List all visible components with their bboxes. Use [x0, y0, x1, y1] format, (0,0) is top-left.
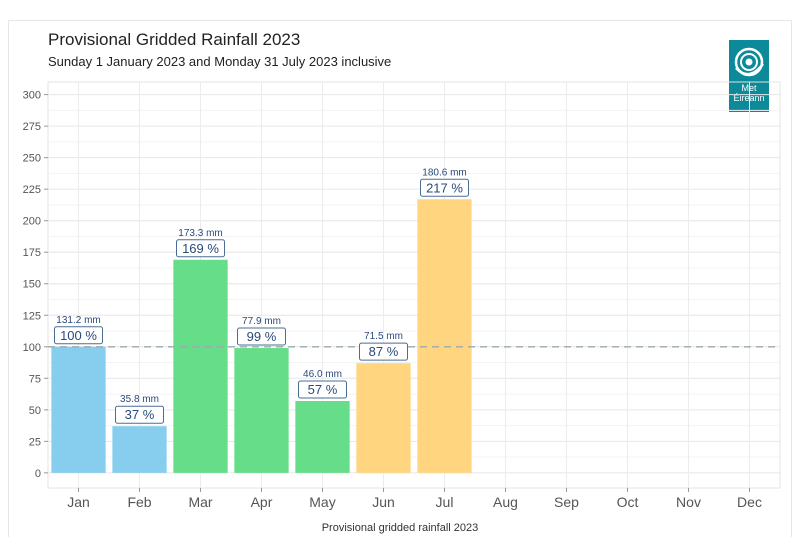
x-tick-label: Mar: [188, 494, 212, 510]
rainfall-mm-label: 173.3 mm: [178, 228, 222, 239]
percent-label: 37 %: [125, 407, 155, 422]
y-tick-label: 275: [23, 121, 41, 133]
percent-label-box: [176, 239, 225, 258]
rainfall-mm-label: 46.0 mm: [303, 369, 342, 380]
x-tick-label: Dec: [737, 494, 762, 510]
percent-label-box: [359, 342, 408, 361]
percent-label-box: [298, 380, 347, 399]
y-tick-label: 50: [29, 405, 41, 417]
bar-feb: [112, 426, 167, 473]
percent-label: 87 %: [369, 344, 399, 359]
y-tick-label: 300: [23, 90, 41, 102]
x-tick-label: Nov: [676, 494, 701, 510]
bar-may: [295, 401, 350, 473]
swirl-icon: [734, 47, 764, 77]
x-tick-label: Jul: [436, 494, 454, 510]
y-tick-label: 250: [23, 153, 41, 165]
x-tick-label: Sep: [554, 494, 579, 510]
rainfall-mm-label: 71.5 mm: [364, 331, 403, 342]
percent-label: 100 %: [60, 328, 97, 343]
y-tick-label: 200: [23, 216, 41, 228]
percent-label: 57 %: [308, 382, 338, 397]
x-tick-label: Aug: [493, 494, 518, 510]
y-tick-label: 175: [23, 247, 41, 259]
y-tick-label: 125: [23, 310, 41, 322]
percent-label-box: [54, 326, 103, 345]
x-tick-label: Feb: [127, 494, 151, 510]
bar-mar: [173, 259, 228, 473]
x-tick-label: Apr: [251, 494, 273, 510]
plot-panel: [47, 81, 781, 489]
y-tick-label: 225: [23, 184, 41, 196]
y-tick-label: 150: [23, 279, 41, 291]
y-tick-label: 0: [35, 468, 41, 480]
percent-label: 217 %: [426, 180, 463, 195]
x-tick-label: Jun: [372, 494, 395, 510]
rainfall-mm-label: 180.6 mm: [422, 167, 466, 178]
chart-subtitle: Sunday 1 January 2023 and Monday 31 July…: [48, 54, 392, 69]
x-tick-label: Oct: [617, 494, 639, 510]
y-tick-label: 75: [29, 373, 41, 385]
bar-apr: [234, 348, 289, 473]
y-tick-label: 25: [29, 436, 41, 448]
x-tick-label: Jan: [67, 494, 90, 510]
percent-label-box: [115, 405, 164, 424]
bar-jan: [51, 346, 106, 473]
y-tick-label: 100: [23, 342, 41, 354]
logo-text-met: Met: [741, 83, 757, 93]
percent-label: 99 %: [247, 329, 277, 344]
chart-caption: Provisional gridded rainfall 2023: [321, 522, 479, 534]
rainfall-mm-label: 77.9 mm: [242, 316, 281, 327]
rainfall-mm-label: 35.8 mm: [120, 394, 159, 405]
x-tick-label: May: [309, 494, 335, 510]
bar-jul: [417, 199, 472, 473]
percent-label-box: [237, 327, 286, 346]
rainfall-mm-label: 131.2 mm: [56, 315, 100, 326]
bar-jun: [356, 363, 411, 473]
percent-label-box: [420, 178, 469, 197]
percent-label: 169 %: [182, 241, 219, 256]
chart-title: Provisional Gridded Rainfall 2023: [48, 30, 301, 49]
